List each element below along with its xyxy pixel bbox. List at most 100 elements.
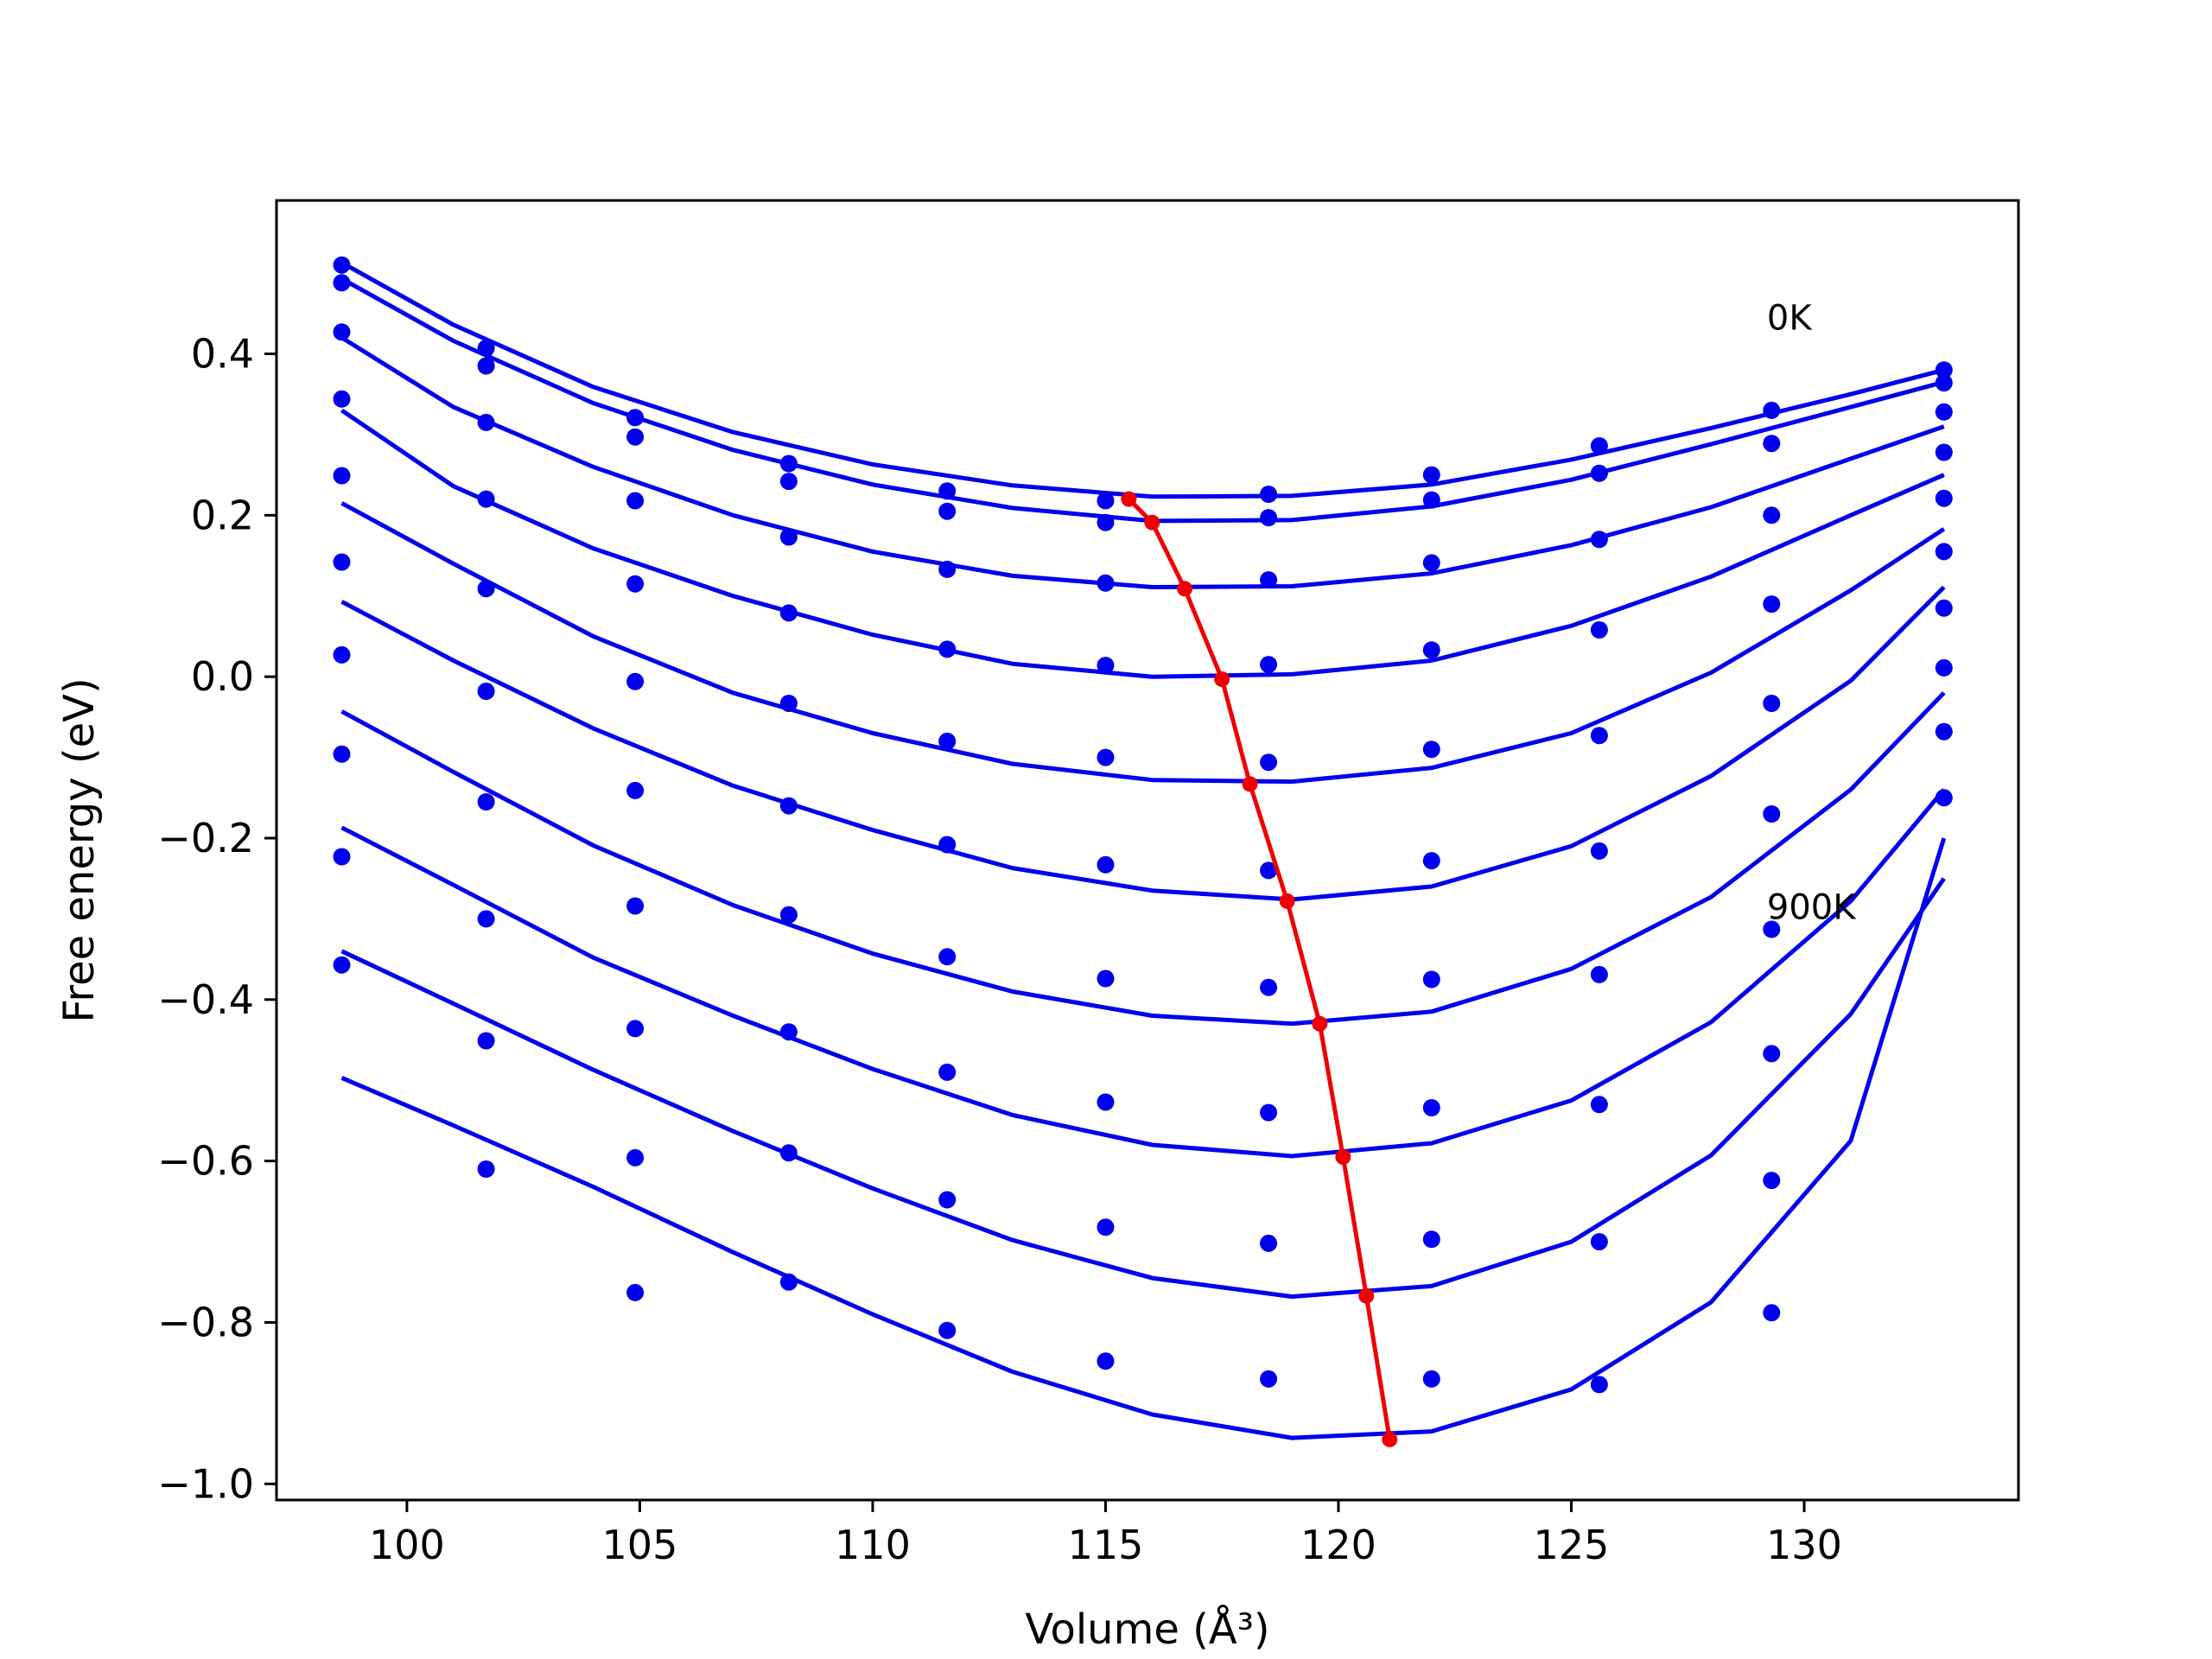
data-point (1422, 1370, 1440, 1388)
data-point (938, 1063, 957, 1081)
data-point (1590, 1376, 1608, 1394)
data-point (1935, 361, 1953, 379)
data-point (477, 357, 495, 375)
data-point (1422, 466, 1440, 484)
x-tick-label: 110 (835, 1522, 911, 1568)
fit-curve-5 (340, 501, 1946, 785)
annotation-900k: 900K (1767, 887, 1857, 927)
data-point (1422, 741, 1440, 759)
data-point (1096, 855, 1115, 874)
data-point (626, 575, 645, 593)
x-tick-label: 120 (1300, 1522, 1376, 1568)
data-point (333, 323, 351, 341)
data-point (1935, 543, 1953, 561)
data-point (938, 502, 957, 520)
minimum-point (1214, 671, 1230, 687)
fit-curve-8 (340, 788, 1946, 1159)
minimum-point (1335, 1149, 1351, 1165)
data-point (1260, 861, 1278, 880)
data-point (1935, 443, 1953, 461)
plot-area: 0K 900K (333, 256, 1953, 1447)
data-point (477, 910, 495, 928)
data-point (1935, 403, 1953, 421)
data-point (1260, 571, 1278, 589)
data-point (1260, 656, 1278, 674)
data-point (626, 428, 645, 446)
x-axis-label: Volume (Å³) (1025, 1605, 1269, 1654)
data-point (938, 732, 957, 750)
data-point (779, 1023, 798, 1041)
minimum-point (1177, 581, 1193, 597)
data-point (1096, 969, 1115, 988)
data-point (1590, 842, 1608, 860)
data-point (477, 1032, 495, 1050)
data-point (477, 793, 495, 810)
data-point (1935, 599, 1953, 617)
data-point (1422, 491, 1440, 509)
fit-curve-9 (340, 877, 1946, 1300)
data-point (779, 1144, 798, 1162)
data-point (333, 956, 351, 974)
y-tick-label: 0.0 (191, 653, 254, 700)
y-tick-label: 0.4 (191, 330, 254, 377)
data-point (1260, 978, 1278, 996)
data-point (1422, 641, 1440, 659)
data-point (477, 490, 495, 508)
y-tick-label: 0.2 (191, 492, 254, 538)
data-point (1763, 695, 1781, 712)
data-point (938, 836, 957, 854)
data-point (477, 683, 495, 700)
data-point (626, 1020, 645, 1038)
data-point (1422, 970, 1440, 988)
data-point (1096, 513, 1115, 531)
annotation-0k: 0K (1767, 299, 1813, 339)
data-point (938, 1321, 957, 1339)
data-point (626, 897, 645, 915)
fit-curve-7 (340, 691, 1946, 1027)
y-tick-label: −0.8 (157, 1299, 254, 1345)
data-point (938, 640, 957, 658)
minimum-point (1279, 893, 1295, 909)
y-tick-label: −0.6 (157, 1138, 254, 1185)
data-point (938, 1191, 957, 1209)
data-point (1590, 437, 1608, 454)
x-tick-label: 125 (1534, 1522, 1610, 1568)
fit-curve-4 (340, 408, 1945, 679)
data-point (938, 560, 957, 578)
x-tick-label: 100 (369, 1522, 445, 1568)
data-point (626, 1148, 645, 1166)
data-point (779, 906, 798, 924)
data-point (626, 492, 645, 510)
data-point (1422, 1230, 1440, 1249)
minimum-point (1121, 491, 1137, 507)
minimum-point (1242, 776, 1258, 792)
data-point (779, 473, 798, 491)
data-point (1260, 1103, 1278, 1122)
x-tick-label: 130 (1766, 1522, 1842, 1568)
data-point (1590, 464, 1608, 482)
axes: 100 105 110 115 120 125 130 −1.0 −0.8 −0.6 −0.4 −0.… (157, 330, 1842, 1568)
data-point (1096, 748, 1115, 766)
y-tick-label: −1.0 (157, 1460, 254, 1507)
data-point (1096, 1218, 1115, 1236)
data-point (626, 672, 645, 690)
data-point (1422, 852, 1440, 870)
data-point (1935, 722, 1953, 741)
data-point (1590, 1096, 1608, 1114)
data-point (333, 256, 351, 274)
data-point (1096, 1093, 1115, 1111)
data-point (779, 604, 798, 622)
data-point (1260, 753, 1278, 772)
data-point (1096, 492, 1115, 510)
data-point (779, 695, 798, 712)
data-point (779, 1273, 798, 1291)
data-point (1422, 554, 1440, 572)
data-point (1260, 1370, 1278, 1388)
data-point (1590, 1233, 1608, 1251)
data-point (1763, 1172, 1781, 1190)
minimum-point (1312, 1015, 1328, 1032)
data-point (1260, 486, 1278, 503)
data-point (1763, 920, 1781, 938)
data-point (477, 580, 495, 598)
